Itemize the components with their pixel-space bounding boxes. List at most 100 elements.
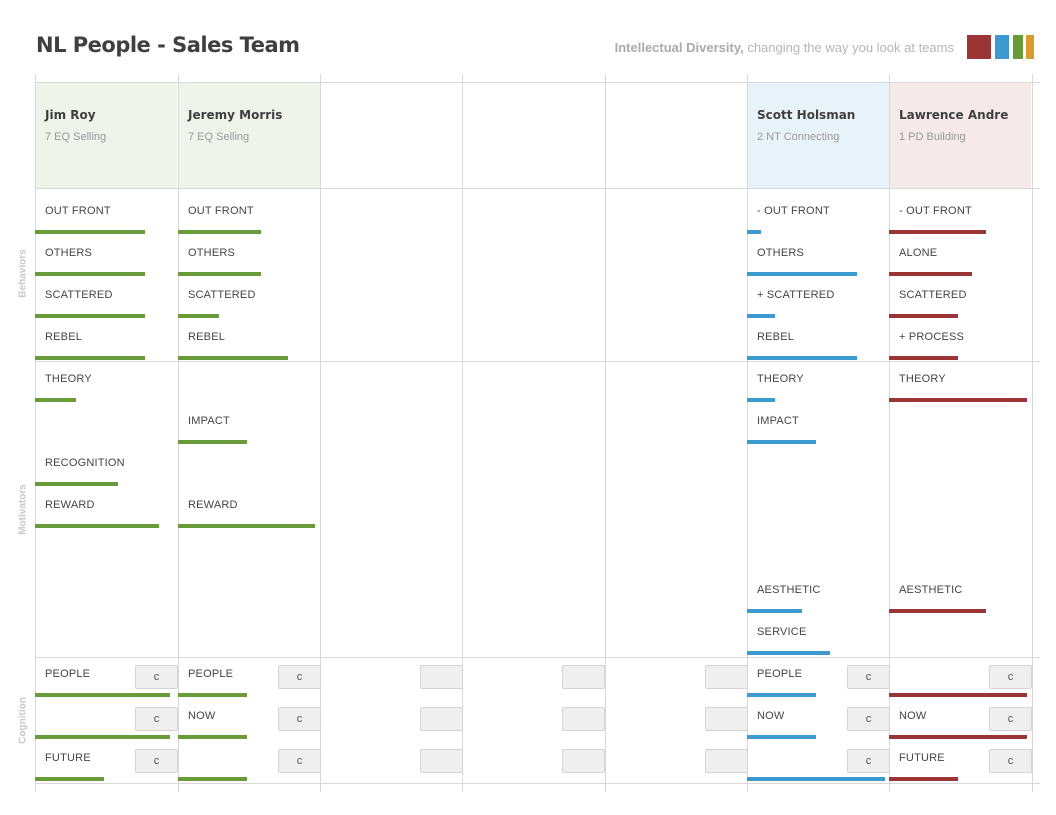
trait-bar <box>889 314 958 318</box>
person-type: 7 EQ Selling <box>45 131 107 143</box>
page-title: NL People - Sales Team <box>36 33 300 57</box>
trait-label: OTHERS <box>188 247 236 259</box>
trait-label: REBEL <box>188 331 226 343</box>
grid-row-divider <box>35 783 1040 784</box>
logo-bar <box>1013 35 1023 59</box>
trait-label: IMPACT <box>188 415 230 427</box>
trait-bar <box>35 777 104 781</box>
trait-label: AESTHETIC <box>899 584 963 596</box>
grid-column-divider <box>605 74 606 792</box>
person-type: 7 EQ Selling <box>188 131 250 143</box>
logo-bar <box>1026 35 1034 59</box>
cognition-toggle-button[interactable] <box>562 665 605 689</box>
trait-bar <box>178 735 247 739</box>
brand-logo <box>967 35 1035 59</box>
trait-bar <box>889 272 972 276</box>
trait-bar <box>889 230 986 234</box>
grid-column-divider <box>462 74 463 792</box>
cognition-toggle-button[interactable]: c <box>989 707 1032 731</box>
person-header: Jeremy Morris 7 EQ Selling <box>178 82 320 188</box>
grid-column-divider <box>1032 74 1033 792</box>
trait-label: IMPACT <box>757 415 799 427</box>
trait-label: REBEL <box>757 331 795 343</box>
trait-bar <box>747 777 885 781</box>
trait-label: - OUT FRONT <box>757 205 830 217</box>
trait-bar <box>178 777 247 781</box>
trait-label: - OUT FRONT <box>899 205 972 217</box>
trait-label: PEOPLE <box>757 668 803 680</box>
cognition-toggle-button[interactable]: c <box>847 707 890 731</box>
cognition-toggle-button[interactable]: c <box>135 707 178 731</box>
tagline-rest: changing the way you look at teams <box>743 40 954 55</box>
grid-row-divider <box>35 657 1040 658</box>
grid-column-divider <box>747 74 748 792</box>
trait-label: SCATTERED <box>188 289 256 301</box>
grid-row-divider <box>35 361 1040 362</box>
cognition-toggle-button[interactable] <box>562 707 605 731</box>
trait-label: FUTURE <box>899 752 945 764</box>
trait-bar <box>178 693 247 697</box>
trait-label: FUTURE <box>45 752 91 764</box>
trait-label: NOW <box>899 710 927 722</box>
trait-label: SERVICE <box>757 626 807 638</box>
cognition-toggle-button[interactable] <box>420 707 463 731</box>
trait-label: REWARD <box>45 499 95 511</box>
cognition-toggle-button[interactable] <box>705 749 748 773</box>
person-name: Scott Holsman <box>757 108 856 122</box>
trait-bar <box>747 314 775 318</box>
trait-bar <box>747 693 816 697</box>
trait-label: THEORY <box>757 373 804 385</box>
cognition-toggle-button[interactable] <box>705 707 748 731</box>
trait-label: REBEL <box>45 331 83 343</box>
trait-label: NOW <box>757 710 785 722</box>
person-type: 1 PD Building <box>899 131 966 143</box>
trait-bar <box>747 230 761 234</box>
trait-bar <box>35 693 170 697</box>
trait-bar <box>747 356 857 360</box>
cognition-toggle-button[interactable] <box>420 665 463 689</box>
trait-bar <box>178 356 288 360</box>
trait-bar <box>35 482 118 486</box>
cognition-toggle-button[interactable]: c <box>135 665 178 689</box>
trait-bar <box>889 356 958 360</box>
section-label-cognition: Cognition <box>17 697 29 744</box>
trait-label: NOW <box>188 710 216 722</box>
tagline: Intellectual Diversity, changing the way… <box>615 40 954 55</box>
trait-bar <box>889 735 1027 739</box>
trait-bar <box>747 651 830 655</box>
trait-label: OTHERS <box>45 247 93 259</box>
trait-label: REWARD <box>188 499 238 511</box>
cognition-toggle-button[interactable]: c <box>989 749 1032 773</box>
cognition-toggle-button[interactable]: c <box>847 749 890 773</box>
trait-label: + PROCESS <box>899 331 965 343</box>
trait-bar <box>889 693 1027 697</box>
trait-bar <box>35 314 145 318</box>
cognition-toggle-button[interactable] <box>420 749 463 773</box>
logo-bar <box>995 35 1009 59</box>
cognition-toggle-button[interactable]: c <box>278 707 321 731</box>
grid-row-divider <box>35 82 1040 83</box>
cognition-toggle-button[interactable]: c <box>847 665 890 689</box>
trait-bar <box>747 398 775 402</box>
cognition-toggle-button[interactable]: c <box>278 665 321 689</box>
trait-bar <box>747 609 802 613</box>
grid-column-divider <box>320 74 321 792</box>
grid-column-divider <box>889 74 890 792</box>
trait-label: RECOGNITION <box>45 457 125 469</box>
trait-bar <box>747 272 857 276</box>
trait-label: THEORY <box>45 373 92 385</box>
cognition-toggle-button[interactable]: c <box>989 665 1032 689</box>
person-header: Jim Roy 7 EQ Selling <box>35 82 177 188</box>
trait-bar <box>35 272 145 276</box>
cognition-toggle-button[interactable]: c <box>135 749 178 773</box>
person-type: 2 NT Connecting <box>757 131 840 143</box>
cognition-toggle-button[interactable]: c <box>278 749 321 773</box>
logo-bar <box>967 35 991 59</box>
grid-column-divider <box>35 74 36 792</box>
cognition-toggle-button[interactable] <box>705 665 748 689</box>
cognition-toggle-button[interactable] <box>562 749 605 773</box>
trait-label: THEORY <box>899 373 946 385</box>
trait-label: OTHERS <box>757 247 805 259</box>
grid-column-divider <box>178 74 179 792</box>
person-header <box>462 82 604 188</box>
